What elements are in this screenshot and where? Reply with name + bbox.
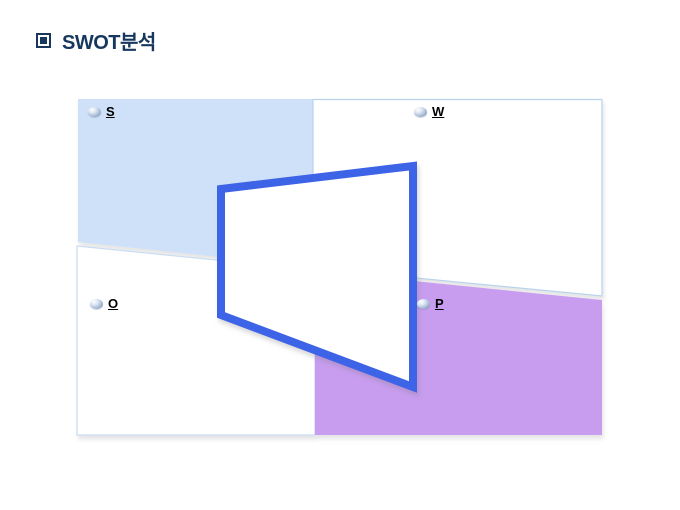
- sphere-bullet-icon: [88, 107, 101, 117]
- sphere-bullet-icon: [414, 107, 427, 117]
- page-title: SWOT분석: [62, 32, 156, 54]
- square-bullet-icon: [36, 33, 51, 48]
- quadrant-s-label: S: [88, 103, 115, 121]
- quadrant-o-letter: O: [108, 296, 119, 311]
- quadrant-o-label: O: [90, 295, 118, 313]
- quadrant-s-letter: S: [106, 104, 115, 119]
- quadrant-p-label: P: [417, 295, 444, 313]
- quadrant-p-letter: P: [435, 296, 444, 311]
- sphere-bullet-icon: [417, 299, 430, 309]
- title-row: SWOT분석: [36, 26, 156, 55]
- square-bullet-inner: [40, 37, 47, 44]
- sphere-bullet-icon: [90, 299, 103, 309]
- quadrant-w-letter: W: [432, 104, 445, 119]
- quadrant-w-label: W: [414, 103, 444, 121]
- center-quadrilateral-shape: [217, 161, 417, 393]
